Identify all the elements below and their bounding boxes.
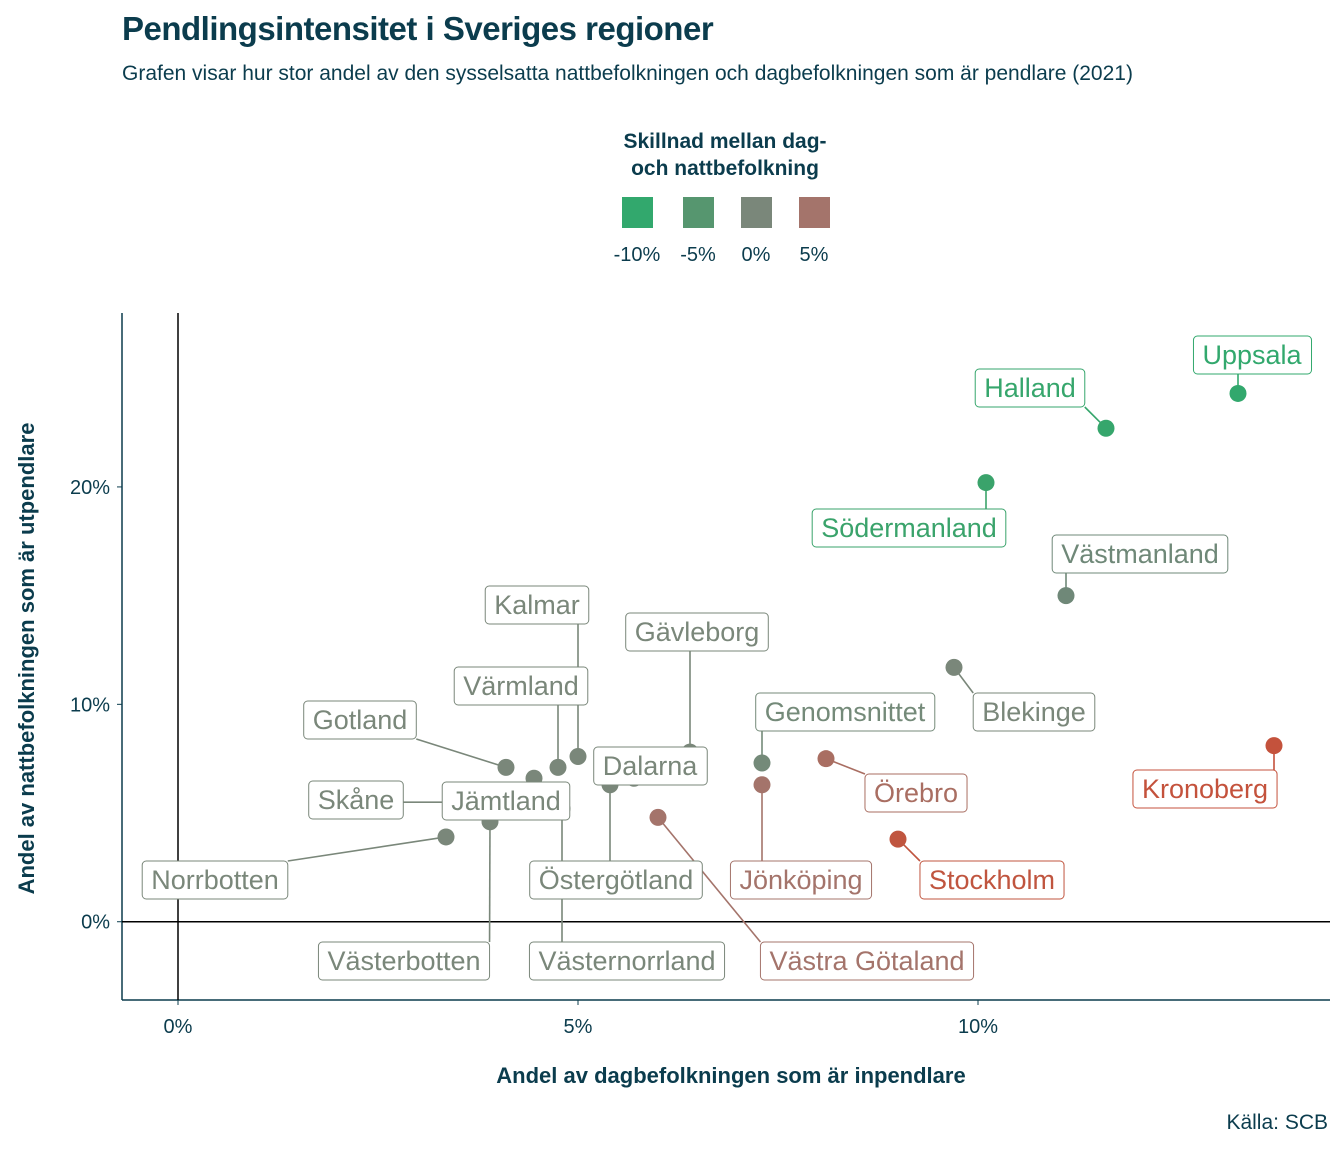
point-label: Södermanland [821, 513, 997, 543]
point-label-box [529, 860, 703, 900]
data-point [977, 474, 995, 492]
point-label: Stockholm [929, 865, 1055, 895]
data-point [437, 828, 455, 846]
point-label-box [625, 612, 769, 652]
point-label: Gotland [313, 705, 408, 735]
point-label: Västerbotten [327, 946, 480, 976]
point-label: Västmanland [1061, 539, 1219, 569]
point-label-box [308, 780, 404, 820]
point-label-box [974, 368, 1086, 408]
chart-title: Pendlingsintensitet i Sveriges regioner [122, 10, 714, 47]
x-tick-label: 10% [958, 1016, 998, 1038]
point-label: Dalarna [603, 751, 699, 781]
legend-key-0 [741, 197, 772, 228]
point-label: Norrbotten [151, 865, 279, 895]
legend-label-minus10: -10% [613, 244, 661, 266]
label-connector [287, 836, 447, 862]
point-label-box [484, 585, 590, 625]
point-label: Uppsala [1202, 340, 1302, 370]
data-point [1265, 737, 1283, 755]
point-label: Västra Götaland [769, 946, 964, 976]
point-label: Halland [984, 373, 1076, 403]
data-point [889, 830, 907, 848]
axes-layer: 0% 5% 10% 0% 10% 20% Andel av dagbefolkningen … [14, 313, 1330, 1088]
data-point [649, 808, 667, 826]
point-label-box [972, 692, 1096, 732]
point-label-box [141, 860, 289, 900]
point-label: Örebro [874, 778, 958, 808]
labels-layer: Uppsala Halland Södermanland Västmanland Ble… [141, 335, 1313, 981]
x-tick-label: 0% [164, 1016, 193, 1038]
x-axis-title: Andel av dagbefolkningen som är inpendla… [496, 1063, 965, 1088]
x-tick-label: 5% [564, 1016, 593, 1038]
legend-label-5: 5% [799, 244, 829, 266]
label-connector [657, 816, 762, 943]
label-connector [416, 738, 507, 769]
data-point [1057, 587, 1075, 605]
point-label: Värmland [463, 671, 579, 701]
point-label: Kalmar [494, 590, 580, 620]
source-note: Källa: SCB [1226, 1111, 1328, 1134]
y-tick-label: 0% [81, 912, 110, 934]
point-label-box [864, 773, 968, 813]
point-label: Jämtland [451, 786, 561, 816]
data-point [817, 750, 835, 768]
point-label: Gävleborg [635, 617, 760, 647]
point-label-box [755, 692, 936, 732]
point-label: Blekinge [982, 697, 1086, 727]
data-point [1229, 384, 1247, 402]
point-label-box [528, 941, 726, 981]
point-label-box [1192, 335, 1313, 375]
data-point [753, 754, 771, 772]
point-label-box [593, 746, 708, 786]
point-label-box [919, 860, 1065, 900]
data-point [945, 658, 963, 676]
points-layer [437, 384, 1283, 848]
connector-layer [287, 374, 1275, 943]
point-label-box [1132, 769, 1278, 809]
y-tick-label: 20% [70, 477, 110, 499]
point-label: Jönköping [739, 865, 862, 895]
point-label-box [317, 941, 491, 981]
y-tick-label: 10% [70, 694, 110, 716]
point-label-box [303, 700, 417, 740]
chart-subtitle: Grafen visar hur stor andel av den sysse… [122, 62, 1133, 85]
point-label-box [1051, 534, 1229, 574]
legend-title-line2: och nattbefolkning [631, 157, 819, 180]
legend-label-0: 0% [741, 244, 771, 266]
point-label-box [453, 666, 589, 706]
point-label-box [811, 508, 1007, 548]
y-axis-title: Andel av nattbefolkningen som är utpendl… [14, 423, 39, 895]
legend-title-line1: Skillnad mellan dag- [623, 130, 827, 153]
legend-key-5 [799, 197, 830, 228]
data-point [569, 748, 587, 766]
point-label: Östergötland [539, 865, 694, 895]
legend-key-minus10 [622, 197, 653, 228]
point-label-box [729, 860, 873, 900]
data-point [1097, 419, 1115, 437]
point-label: Genomsnittet [765, 697, 926, 727]
point-label: Kronoberg [1142, 774, 1268, 804]
point-label: Skåne [318, 785, 395, 815]
data-point [549, 758, 567, 776]
point-label-box [759, 941, 975, 981]
legend-key-minus5 [683, 197, 714, 228]
data-point [753, 776, 771, 794]
legend-title: Skillnad mellan dag- och nattbefolkning [560, 128, 890, 182]
legend-label-minus5: -5% [680, 244, 716, 266]
point-label: Västernorrland [538, 946, 715, 976]
data-point [497, 758, 515, 776]
point-label-box [441, 781, 571, 821]
